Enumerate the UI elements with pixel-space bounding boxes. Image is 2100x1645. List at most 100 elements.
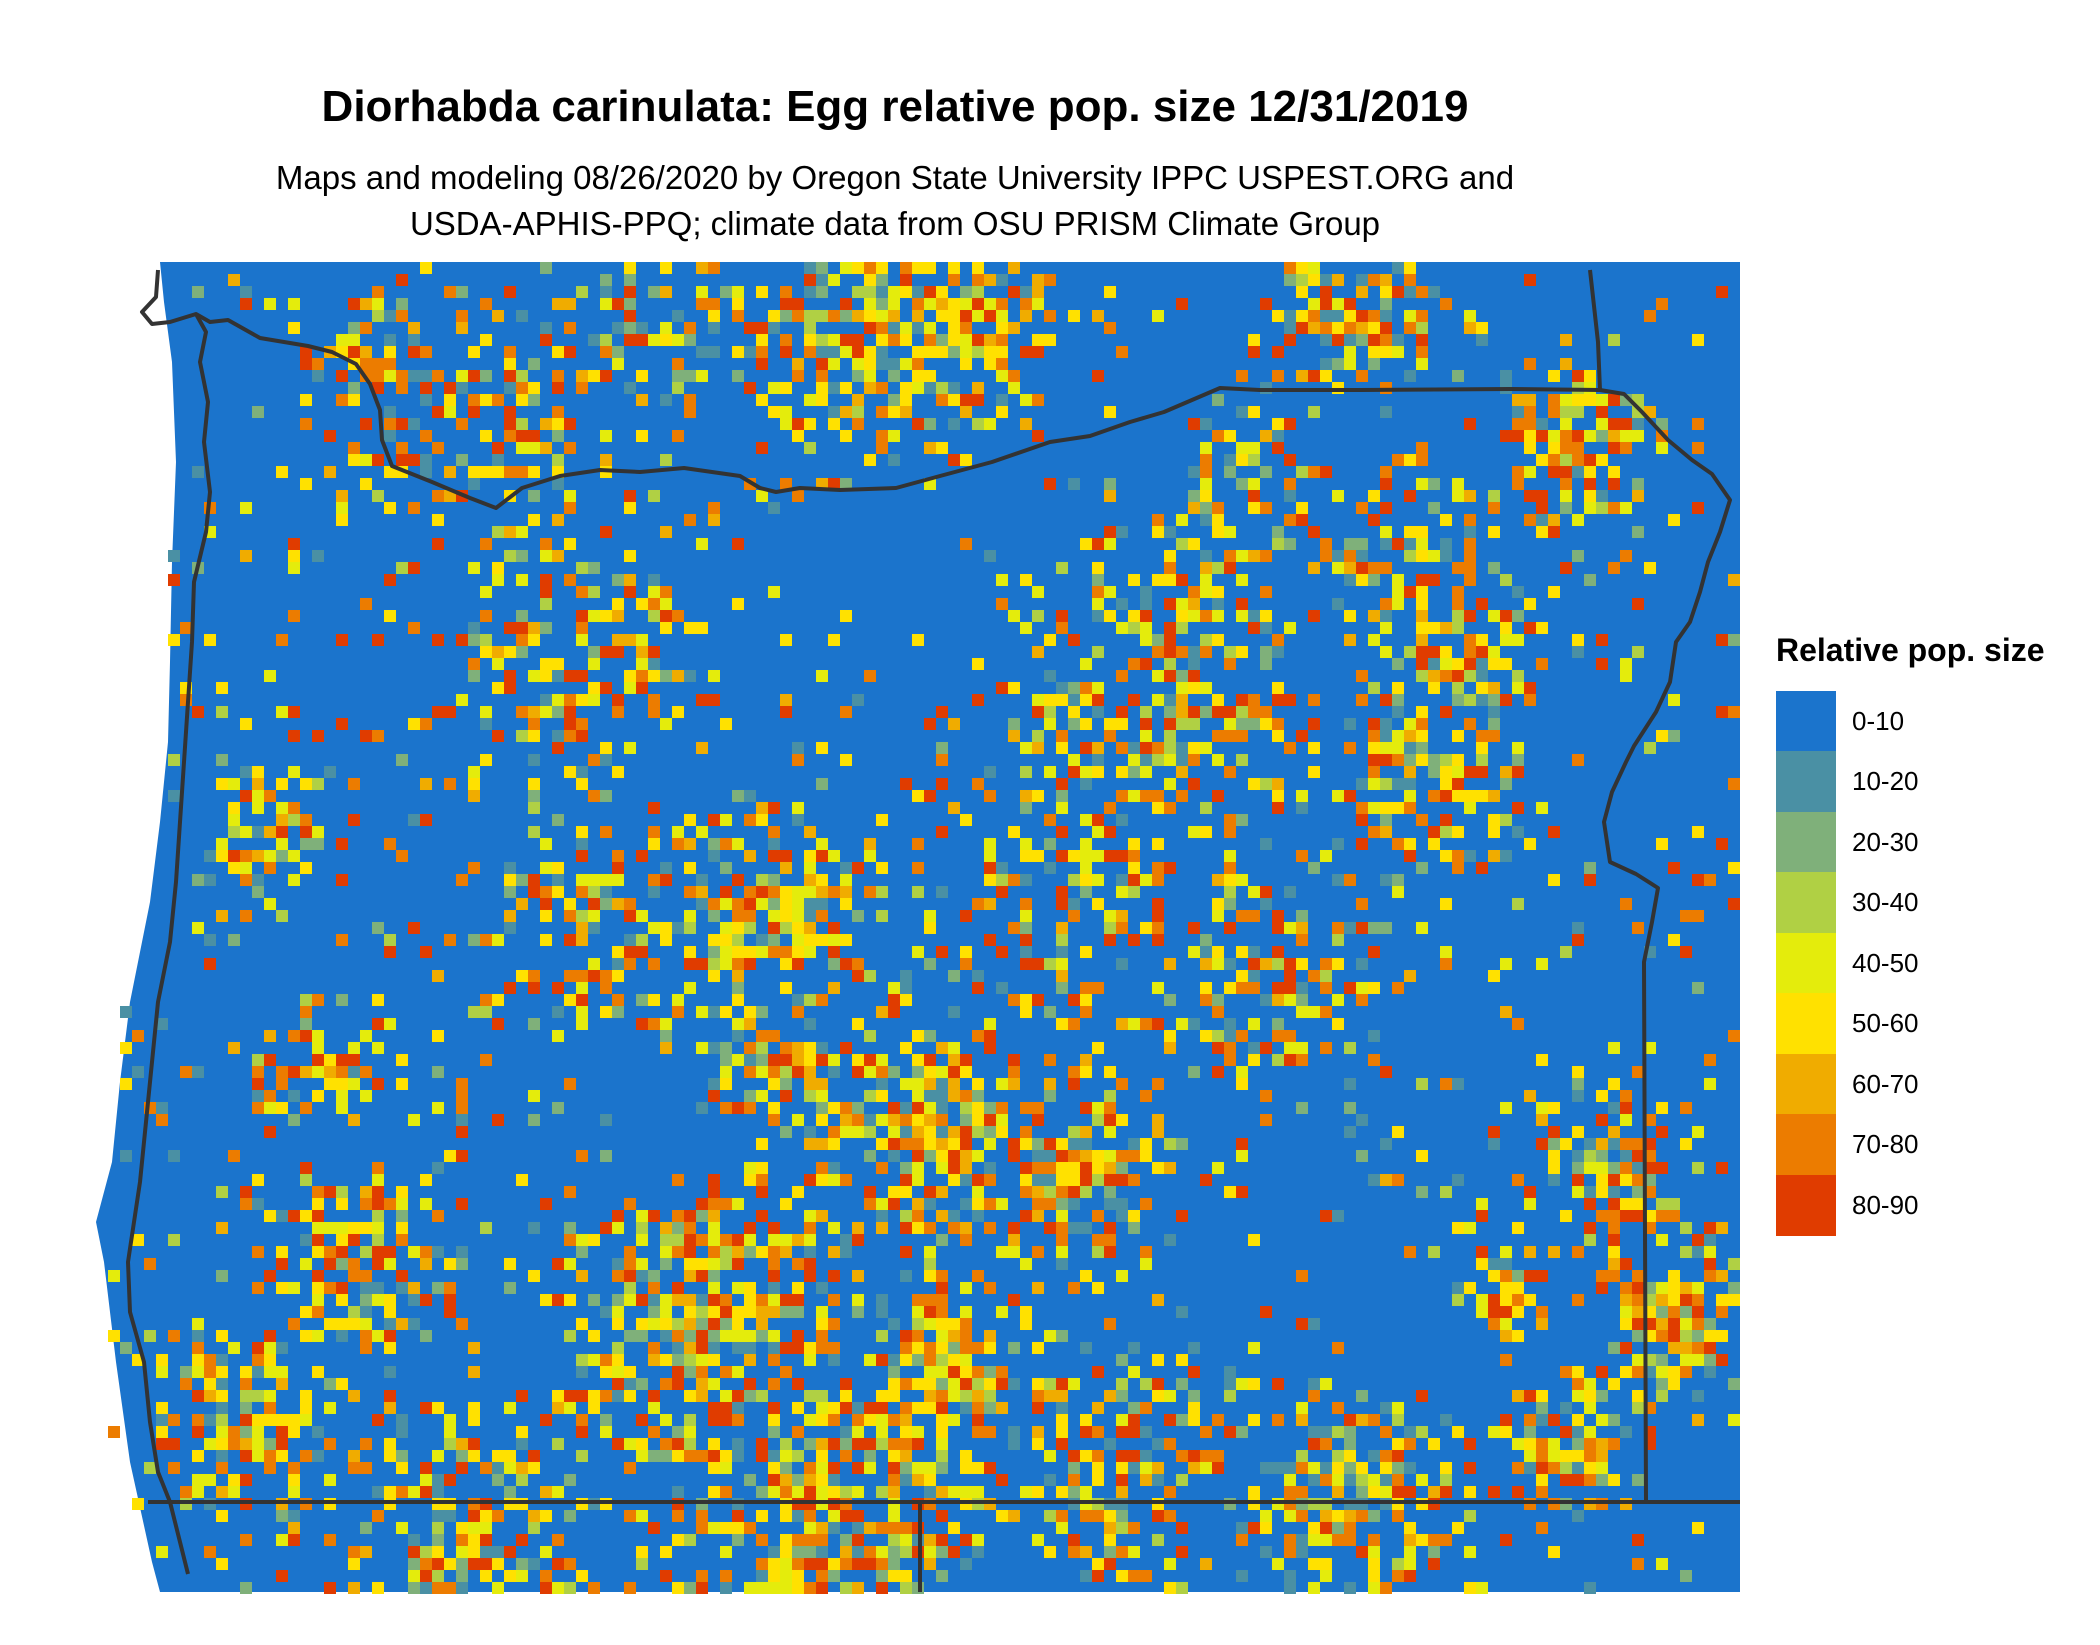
raster-cell bbox=[1068, 850, 1080, 862]
legend-label: 40-50 bbox=[1852, 947, 1919, 978]
raster-cell bbox=[1572, 1162, 1584, 1174]
raster-cell bbox=[936, 1294, 948, 1306]
raster-cell bbox=[1140, 754, 1152, 766]
raster-cell bbox=[888, 1198, 900, 1210]
raster-cell bbox=[600, 298, 612, 310]
raster-cell bbox=[1728, 574, 1740, 586]
raster-cell bbox=[948, 1054, 960, 1066]
raster-cell bbox=[1608, 1342, 1620, 1354]
raster-cell bbox=[1368, 1450, 1380, 1462]
raster-cell bbox=[960, 1114, 972, 1126]
raster-cell bbox=[1416, 658, 1428, 670]
raster-cell bbox=[1596, 1186, 1608, 1198]
raster-cell bbox=[1320, 1522, 1332, 1534]
raster-cell bbox=[720, 1258, 732, 1270]
raster-cell bbox=[576, 1570, 588, 1582]
raster-cell bbox=[1428, 1486, 1440, 1498]
raster-cell bbox=[1368, 610, 1380, 622]
raster-cell bbox=[1728, 1258, 1740, 1270]
raster-cell bbox=[408, 718, 420, 730]
raster-cell bbox=[1224, 874, 1236, 886]
raster-cell bbox=[816, 1306, 828, 1318]
raster-cell bbox=[1500, 1330, 1512, 1342]
raster-cell bbox=[1008, 874, 1020, 886]
raster-cell bbox=[1620, 430, 1632, 442]
raster-cell bbox=[252, 1102, 264, 1114]
raster-cell bbox=[1572, 514, 1584, 526]
raster-cell bbox=[1548, 874, 1560, 886]
raster-cell bbox=[1272, 994, 1284, 1006]
raster-cell bbox=[924, 1126, 936, 1138]
raster-cell bbox=[660, 526, 672, 538]
raster-cell bbox=[1116, 886, 1128, 898]
raster-cell bbox=[1440, 622, 1452, 634]
raster-cell bbox=[324, 466, 336, 478]
raster-cell bbox=[684, 1258, 696, 1270]
raster-cell bbox=[1236, 1186, 1248, 1198]
raster-cell bbox=[360, 1342, 372, 1354]
raster-cell bbox=[1284, 1510, 1296, 1522]
raster-cell bbox=[852, 1114, 864, 1126]
raster-cell bbox=[1212, 610, 1224, 622]
raster-cell bbox=[1632, 922, 1644, 934]
raster-cell bbox=[1056, 970, 1068, 982]
raster-cell bbox=[792, 754, 804, 766]
raster-cell bbox=[1092, 754, 1104, 766]
raster-cell bbox=[1176, 718, 1188, 730]
raster-cell bbox=[972, 1402, 984, 1414]
raster-cell bbox=[1020, 1318, 1032, 1330]
raster-cell bbox=[648, 958, 660, 970]
raster-cell bbox=[972, 1534, 984, 1546]
raster-cell bbox=[684, 1534, 696, 1546]
raster-cell bbox=[924, 1306, 936, 1318]
raster-cell bbox=[660, 262, 672, 274]
raster-cell bbox=[816, 334, 828, 346]
raster-cell bbox=[1116, 814, 1128, 826]
raster-cell bbox=[456, 382, 468, 394]
raster-cell bbox=[1584, 1474, 1596, 1486]
raster-cell bbox=[1080, 658, 1092, 670]
raster-cell bbox=[372, 1222, 384, 1234]
raster-cell bbox=[1044, 310, 1056, 322]
raster-cell bbox=[852, 1462, 864, 1474]
raster-cell bbox=[1104, 1102, 1116, 1114]
raster-cell bbox=[372, 1294, 384, 1306]
raster-cell bbox=[432, 1402, 444, 1414]
raster-cell bbox=[552, 730, 564, 742]
raster-cell bbox=[804, 1210, 816, 1222]
raster-cell bbox=[1284, 514, 1296, 526]
raster-cell bbox=[528, 1114, 540, 1126]
raster-cell bbox=[1308, 1390, 1320, 1402]
raster-cell bbox=[552, 1534, 564, 1546]
raster-cell bbox=[852, 910, 864, 922]
raster-cell bbox=[360, 1546, 372, 1558]
raster-cell bbox=[492, 310, 504, 322]
raster-cell bbox=[1152, 1114, 1164, 1126]
raster-cell bbox=[708, 1522, 720, 1534]
raster-cell bbox=[984, 1162, 996, 1174]
raster-cell bbox=[1212, 394, 1224, 406]
raster-cell bbox=[648, 1210, 660, 1222]
raster-cell bbox=[1716, 706, 1728, 718]
raster-cell bbox=[336, 1054, 348, 1066]
raster-cell bbox=[1596, 1474, 1608, 1486]
raster-cell bbox=[588, 922, 600, 934]
raster-cell bbox=[1056, 682, 1068, 694]
raster-cell bbox=[444, 394, 456, 406]
raster-cell bbox=[324, 1582, 336, 1594]
raster-cell bbox=[372, 454, 384, 466]
raster-cell bbox=[660, 334, 672, 346]
raster-cell bbox=[552, 1402, 564, 1414]
raster-cell bbox=[432, 1582, 444, 1594]
raster-cell bbox=[1032, 274, 1044, 286]
raster-cell bbox=[1404, 1486, 1416, 1498]
raster-cell bbox=[1188, 778, 1200, 790]
raster-cell bbox=[876, 322, 888, 334]
raster-cell bbox=[552, 514, 564, 526]
raster-cell bbox=[1140, 598, 1152, 610]
raster-cell bbox=[432, 1474, 444, 1486]
raster-cell bbox=[360, 322, 372, 334]
raster-cell bbox=[420, 262, 432, 274]
raster-cell bbox=[840, 862, 852, 874]
raster-cell bbox=[216, 1414, 228, 1426]
